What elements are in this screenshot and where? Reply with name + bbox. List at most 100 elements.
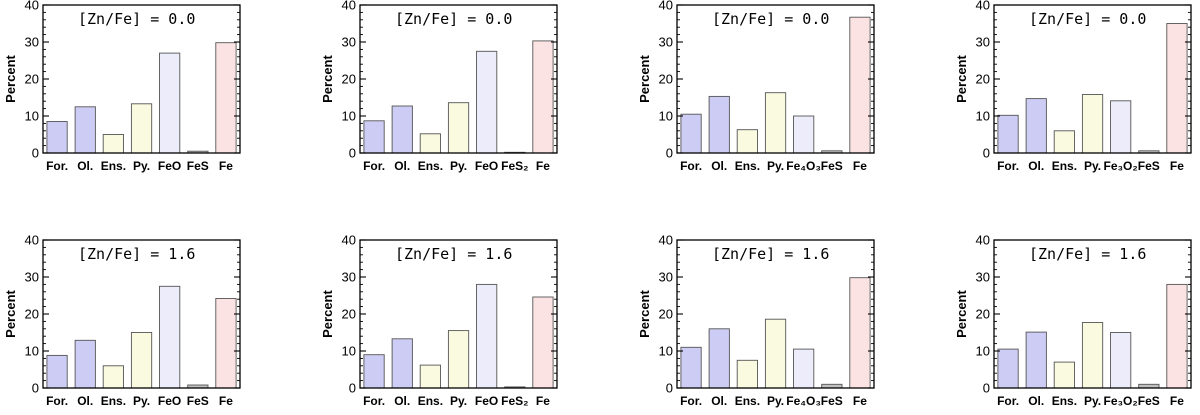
category-label: Fe₃O₂ <box>1103 159 1137 173</box>
category-label: Ens. <box>101 159 126 173</box>
category-label: Fe₄O₃ <box>786 159 821 173</box>
category-label: Fe <box>219 394 233 408</box>
category-label: Ens. <box>1052 159 1077 173</box>
y-axis-label: Percent <box>954 54 969 102</box>
chart-panel-2: 0 10 20 30 40 Percent [Zn/Fe] = 0.0 For. Ol. Ens.… <box>320 0 558 173</box>
category-label: For. <box>46 394 68 408</box>
bar-3 <box>736 129 758 154</box>
y-tick-label: 10 <box>659 344 673 359</box>
bar-5 <box>1110 332 1132 389</box>
bar-5 <box>476 50 498 154</box>
y-tick-label: 10 <box>976 344 990 359</box>
chart-panel-6: 0 10 20 30 40 Percent [Zn/Fe] = 1.6 For. Ol. Ens.… <box>320 233 558 408</box>
y-tick-label: 0 <box>666 381 673 396</box>
bar-4 <box>1081 322 1104 389</box>
bar-3 <box>1053 361 1075 389</box>
y-tick-label: 30 <box>976 35 990 50</box>
bar-5 <box>793 115 815 154</box>
bar-1 <box>46 354 68 389</box>
category-label: Fe <box>1170 159 1184 173</box>
bar-5 <box>159 52 181 154</box>
y-tick-label: 0 <box>983 381 990 396</box>
y-tick-label: 20 <box>342 72 356 87</box>
category-label: FeS₂ <box>501 394 528 408</box>
bar-5 <box>476 283 498 389</box>
chart-panel-3: 0 10 20 30 40 Percent [Zn/Fe] = 0.0 For. Ol. Ens.… <box>637 0 875 173</box>
category-label: Py. <box>450 394 467 408</box>
y-axis-label: Percent <box>3 289 18 337</box>
category-label: Ens. <box>418 394 443 408</box>
chart-title: [Zn/Fe] = 0.0 <box>1029 10 1146 28</box>
y-tick-label: 30 <box>659 270 673 285</box>
y-axis-label: Percent <box>637 54 652 102</box>
category-label: For. <box>363 159 385 173</box>
category-label: Fe <box>536 394 550 408</box>
chart-panel-4: 0 10 20 30 40 Percent [Zn/Fe] = 0.0 For. Ol. Ens.… <box>954 0 1192 173</box>
category-label: Ens. <box>101 394 126 408</box>
bar-1 <box>680 346 702 389</box>
y-tick-label: 20 <box>659 307 673 322</box>
y-axis-label: Percent <box>637 289 652 337</box>
category-label: Ol. <box>394 159 410 173</box>
category-label: FeS <box>821 159 843 173</box>
y-tick-label: 10 <box>342 109 356 124</box>
category-label: FeO <box>158 394 181 408</box>
y-tick-label: 20 <box>976 72 990 87</box>
bar-4 <box>130 103 153 154</box>
bar-3 <box>736 359 758 389</box>
bar-3 <box>1053 130 1075 154</box>
category-label: FeS <box>187 159 209 173</box>
y-tick-label: 40 <box>659 233 673 248</box>
y-axis-label: Percent <box>954 289 969 337</box>
y-axis-label: Percent <box>320 54 335 102</box>
y-tick-label: 30 <box>25 270 39 285</box>
category-label: For. <box>680 159 702 173</box>
y-tick-label: 10 <box>659 109 673 124</box>
bar-2 <box>74 106 96 154</box>
category-label: Py. <box>133 394 150 408</box>
category-label: Fe₃O₂ <box>1103 394 1137 408</box>
bar-4 <box>447 330 470 389</box>
bar-4 <box>764 92 787 154</box>
bar-2 <box>391 105 413 154</box>
bar-1 <box>363 354 385 389</box>
bar-5 <box>793 348 815 389</box>
category-label: Ol. <box>1028 394 1044 408</box>
category-label: For. <box>363 394 385 408</box>
y-axis-label: Percent <box>320 289 335 337</box>
y-tick-label: 30 <box>976 270 990 285</box>
y-tick-label: 10 <box>342 344 356 359</box>
y-tick-label: 30 <box>659 35 673 50</box>
y-tick-label: 40 <box>25 233 39 248</box>
chart-panel-8: 0 10 20 30 40 Percent [Zn/Fe] = 1.6 For. Ol. Ens.… <box>954 233 1192 408</box>
y-tick-label: 10 <box>25 109 39 124</box>
y-tick-label: 40 <box>976 0 990 13</box>
y-tick-label: 0 <box>666 146 673 161</box>
y-axis-label: Percent <box>3 54 18 102</box>
bar-7 <box>849 16 871 154</box>
category-label: Ens. <box>735 159 760 173</box>
y-tick-label: 0 <box>983 146 990 161</box>
y-tick-label: 0 <box>32 381 39 396</box>
chart-title: [Zn/Fe] = 1.6 <box>395 245 512 263</box>
bar-1 <box>997 348 1019 389</box>
bar-2 <box>391 338 413 389</box>
bar-2 <box>708 328 730 389</box>
bar-5 <box>159 285 181 389</box>
category-label: Py. <box>133 159 150 173</box>
category-label: Ens. <box>1052 394 1077 408</box>
category-label: FeO <box>475 159 498 173</box>
y-tick-label: 20 <box>976 307 990 322</box>
category-label: Fe <box>853 159 867 173</box>
y-tick-label: 30 <box>342 35 356 50</box>
bar-1 <box>680 113 702 154</box>
y-tick-label: 0 <box>32 146 39 161</box>
category-label: Fe <box>219 159 233 173</box>
bar-4 <box>1081 94 1104 154</box>
y-tick-label: 30 <box>25 35 39 50</box>
bar-5 <box>1110 100 1132 154</box>
chart-panel-7: 0 10 20 30 40 Percent [Zn/Fe] = 1.6 For. Ol. Ens.… <box>637 233 875 408</box>
bar-2 <box>1025 98 1047 154</box>
bar-1 <box>363 120 385 154</box>
y-tick-label: 40 <box>25 0 39 13</box>
